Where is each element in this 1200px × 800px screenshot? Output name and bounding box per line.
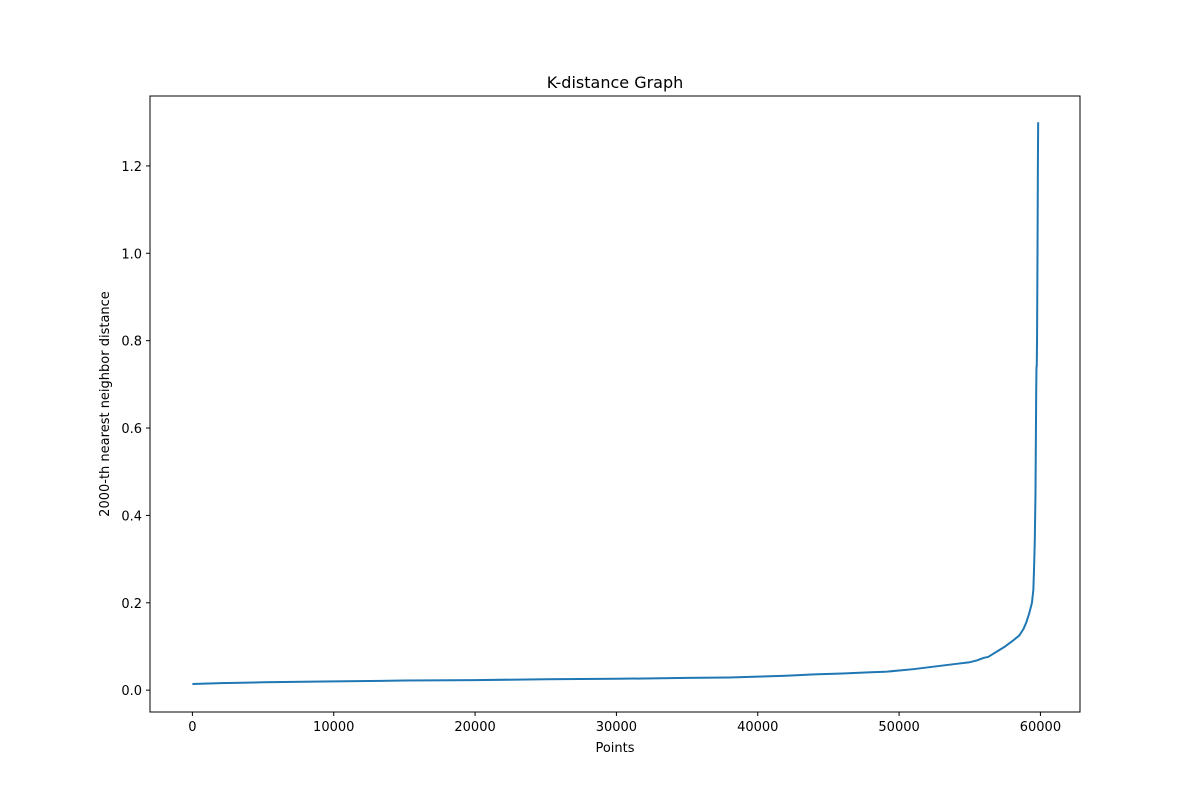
x-axis-label: Points bbox=[595, 741, 634, 756]
y-tick-label: 0.6 bbox=[121, 422, 142, 437]
x-tick-label: 10000 bbox=[313, 720, 354, 735]
x-tick-label: 50000 bbox=[878, 720, 919, 735]
x-axis: 0 10000 20000 30000 40000 50000 60000 bbox=[188, 712, 1061, 735]
x-tick-label: 40000 bbox=[737, 720, 778, 735]
y-tick-label: 0.8 bbox=[121, 335, 142, 350]
y-tick-label: 0.2 bbox=[121, 597, 142, 612]
y-axis: 0.0 0.2 0.4 0.6 0.8 1.0 1.2 bbox=[121, 160, 150, 699]
y-tick-label: 0.0 bbox=[121, 684, 142, 699]
x-tick-label: 0 bbox=[188, 720, 196, 735]
plot-area bbox=[192, 122, 1040, 686]
x-tick-label: 30000 bbox=[596, 720, 637, 735]
y-tick-label: 1.0 bbox=[121, 247, 142, 262]
x-tick-label: 60000 bbox=[1020, 720, 1061, 735]
y-axis-label: 2000-th nearest neighbor distance bbox=[98, 291, 113, 517]
x-tick-label: 20000 bbox=[454, 720, 495, 735]
y-tick-label: 1.2 bbox=[121, 160, 142, 175]
chart-title: K-distance Graph bbox=[547, 73, 684, 92]
series-line-0 bbox=[192, 122, 1040, 686]
y-tick-label: 0.4 bbox=[121, 509, 142, 524]
plot-frame bbox=[149, 95, 1081, 713]
